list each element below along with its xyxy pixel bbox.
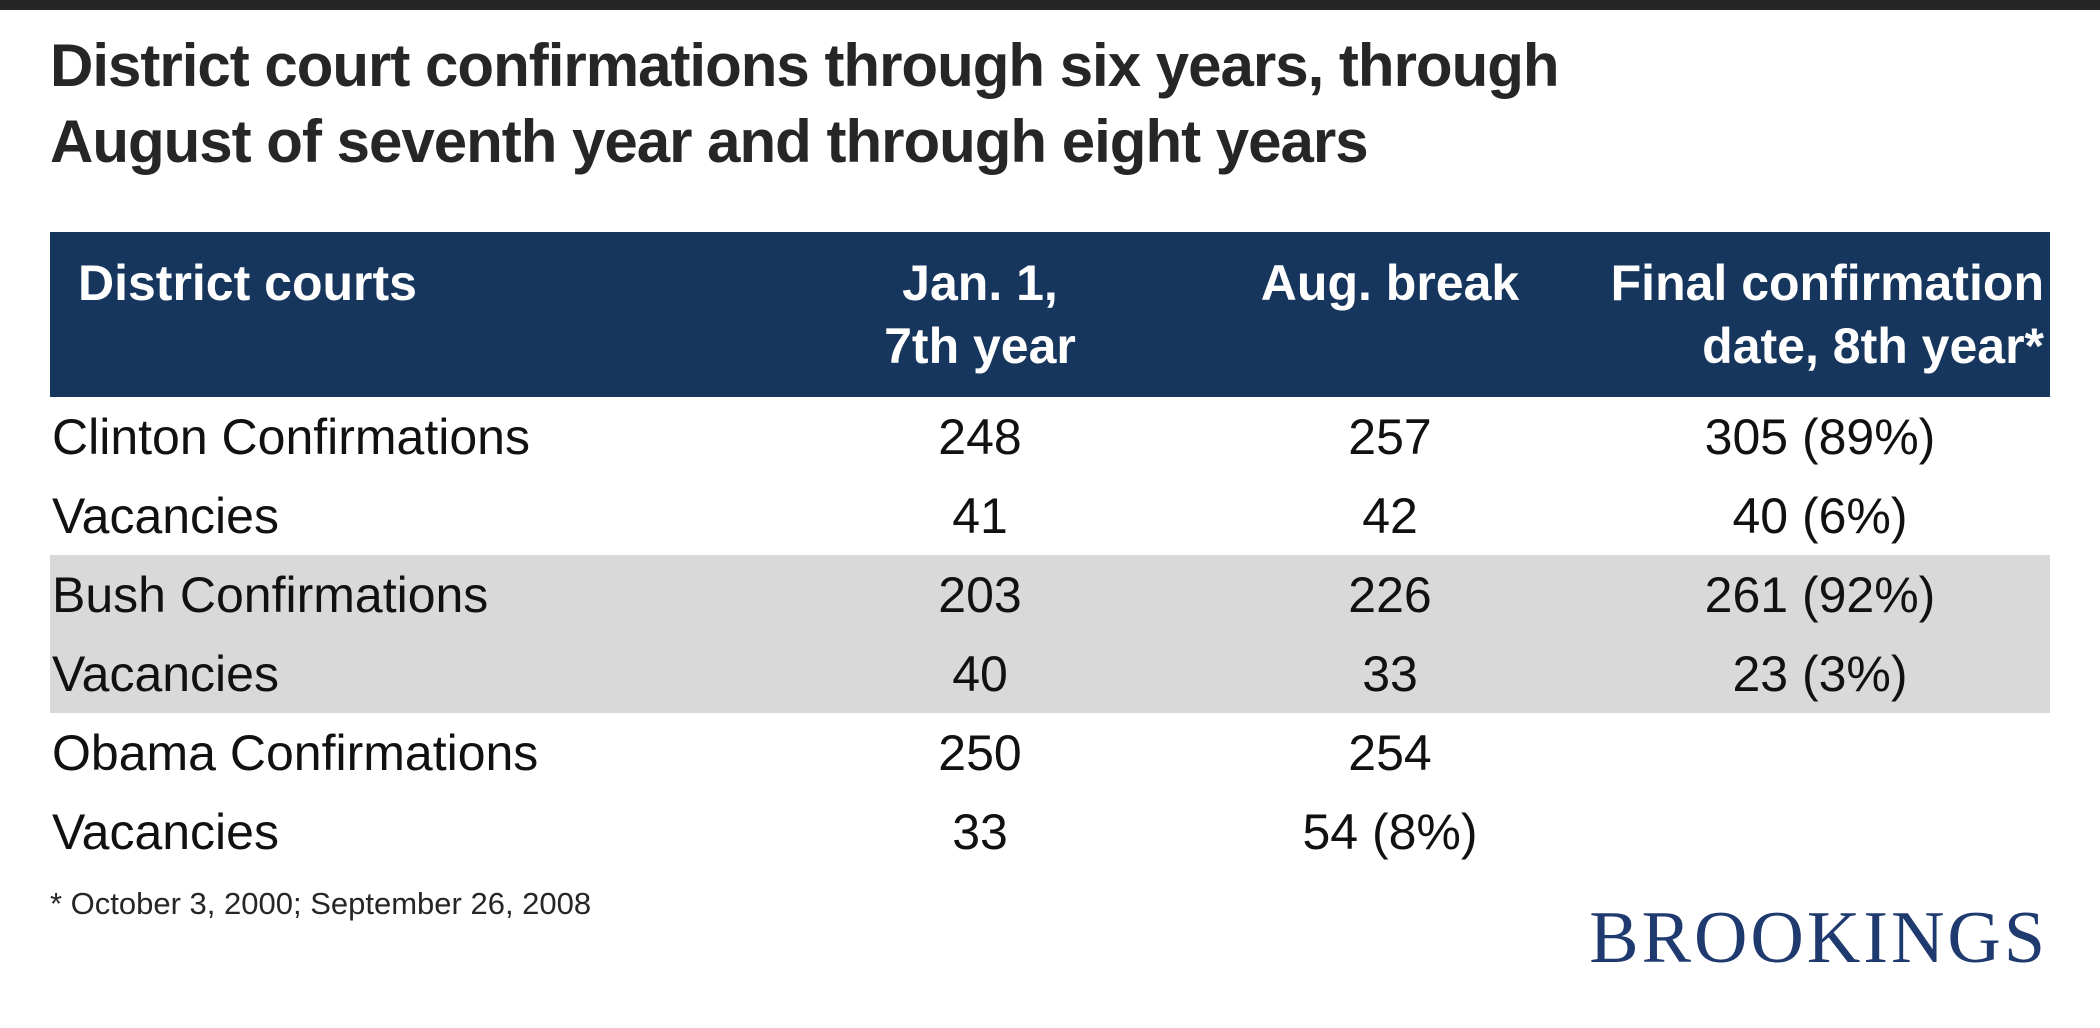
footnote: * October 3, 2000; September 26, 2008: [50, 886, 592, 921]
value-final-confirmation: 261 (92%): [1590, 555, 2050, 634]
value-jan1-7th-year: 33: [952, 803, 1008, 860]
value-jan1-7th-year: 40: [770, 634, 1190, 713]
row-label: Clinton Confirmations: [52, 408, 530, 465]
value-jan1-7th-year: 250: [938, 724, 1022, 781]
header-final-confirmation-date: Final confirmation date, 8th year*: [1590, 232, 2050, 397]
table-row-obama-vacancies: Vacancies 33 54 (8%): [50, 792, 2050, 871]
value-final-confirmation: 305 (89%): [1704, 408, 1936, 465]
table-row-clinton-vacancies: Vacancies 41 42 40 (6%): [50, 476, 2050, 555]
table-row-clinton-confirmations: Clinton Confirmations 248 257 305 (89%): [50, 397, 2050, 476]
value-aug-break: 54 (8%): [1302, 803, 1478, 860]
value-final-confirmation: [1590, 713, 2050, 792]
row-label: Vacancies: [52, 803, 279, 860]
table-row-bush-vacancies: Vacancies 40 33 23 (3%): [50, 634, 2050, 713]
top-border-bar: [0, 0, 2100, 10]
confirmations-table: District courts Jan. 1, 7th year Aug. br…: [50, 232, 2050, 871]
value-aug-break: 254: [1348, 724, 1432, 781]
value-final-confirmation: 40 (6%): [1732, 487, 1908, 544]
value-aug-break: 33: [1190, 634, 1590, 713]
row-label: Bush Confirmations: [50, 555, 770, 634]
row-label: Vacancies: [52, 487, 279, 544]
header-jan1-7th-year: Jan. 1, 7th year: [770, 232, 1190, 397]
table-row-obama-confirmations: Obama Confirmations 250 254: [50, 713, 2050, 792]
table-header-row: District courts Jan. 1, 7th year Aug. br…: [50, 232, 2050, 397]
row-label: Vacancies: [50, 634, 770, 713]
data-table: District courts Jan. 1, 7th year Aug. br…: [50, 232, 2050, 871]
value-jan1-7th-year: 41: [952, 487, 1008, 544]
value-aug-break: 226: [1190, 555, 1590, 634]
row-label: Obama Confirmations: [52, 724, 539, 781]
page-title: District court confirmations through six…: [50, 32, 1560, 176]
header-aug-break: Aug. break: [1190, 232, 1590, 397]
header-district-courts: District courts: [50, 232, 770, 397]
value-aug-break: 42: [1362, 487, 1418, 544]
value-final-confirmation: [1590, 792, 2050, 871]
value-final-confirmation: 23 (3%): [1590, 634, 2050, 713]
table-row-bush-confirmations: Bush Confirmations 203 226 261 (92%): [50, 555, 2050, 634]
value-jan1-7th-year: 248: [938, 408, 1022, 465]
brookings-logo: BROOKINGS: [1589, 897, 2048, 979]
value-aug-break: 257: [1348, 408, 1432, 465]
value-jan1-7th-year: 203: [770, 555, 1190, 634]
